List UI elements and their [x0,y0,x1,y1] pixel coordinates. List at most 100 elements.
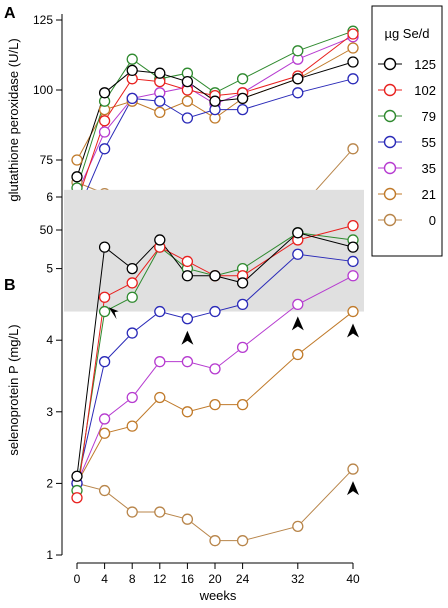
panel-b-point-0 [126,506,138,518]
panel-b-point-102 [181,255,194,268]
panel-a-y-axis-title: glutathione peroxidase (U/L) [6,38,21,201]
legend: µg Se/d 125 102 79 55 35 21 0 [371,5,443,257]
panel-b-arrowhead [347,481,359,496]
legend-label: 55 [422,135,436,150]
panel-b-point-35 [181,356,194,368]
panel-b-point-55 [292,248,304,260]
panel-a-point-55 [126,92,138,105]
panel-b-point-125 [98,241,111,253]
panel-a-y-tick-label: 100 [33,83,53,97]
panel-a-point-55 [236,103,249,116]
panel-a-y-tick-label: 50 [40,223,54,237]
panel-b-x-tick-label: 8 [129,572,136,586]
panel-b-point-35 [236,341,249,354]
panel-b-y-axis-title: selenoprotein P (mg/L) [6,324,21,455]
panel-a-point-125 [347,56,359,68]
panel-a-point-21 [181,95,194,107]
panel-b-point-35 [292,298,304,311]
panel-b-y-tick-label: 4 [46,333,53,347]
legend-swatch-marker [383,57,397,71]
panel-a-point-125 [181,75,194,88]
panel-b-y-tick-label: 1 [46,548,53,562]
panel-b-point-125 [236,277,249,289]
panel-a-point-125 [236,92,249,105]
panel-b-x-axis-title: weeks [199,588,237,603]
panel-b-arrowhead [347,323,359,338]
panel-b-point-0 [347,463,359,475]
panel-b-x-tick-label: 20 [208,572,222,586]
panel-b-point-55 [209,305,221,318]
panel-b-point-0 [98,484,111,497]
panel-b-point-0 [236,535,249,547]
panel-b-point-21 [347,305,359,318]
panel-b-point-0 [292,520,304,533]
panel-a-point-21 [71,154,83,166]
panel-b-point-21 [126,420,138,432]
panel-b-point-79 [98,305,111,318]
panel-a-point-0 [347,143,359,155]
panel-a-point-125 [71,171,83,183]
panel-b-point-21 [236,398,249,411]
panel-b-y-tick-label: 3 [46,405,53,419]
panel-a-point-125 [209,95,221,107]
legend-swatch-marker [383,83,397,97]
panel-b-point-21 [209,398,221,411]
panel-b-series-line-21 [76,311,354,484]
legend-label: 102 [414,83,436,98]
panel-b-letter: B [4,277,16,294]
panel-b-point-35 [154,356,166,368]
panel-b-point-35 [347,270,359,282]
panel-b-x-tick-label: 4 [101,572,108,586]
panel-a-point-79 [126,53,138,65]
panel-b-y-tick-label: 6 [46,190,53,204]
panel-b-point-125 [209,270,221,282]
panel-a-point-55 [154,95,166,107]
panel-b-point-55 [236,298,249,311]
panel-b-x-tick-label: 40 [346,572,360,586]
panel-b-point-102 [71,492,83,504]
panel-a-letter: A [4,5,16,22]
panel-a-y-tick-label: 125 [33,13,53,27]
panel-b-point-21 [154,391,166,404]
panel-a-point-125 [126,64,138,77]
legend-swatch-marker [383,187,397,201]
legend-label: 35 [422,161,436,176]
panel-b-x-tick-label: 32 [291,572,305,586]
panel-b-point-55 [181,313,194,325]
panel-a-point-21 [347,42,359,54]
panel-a-point-79 [236,73,249,85]
panel-a-y-tick-label: 75 [40,153,54,167]
panel-b-point-102 [98,291,111,303]
panel-a-point-55 [98,143,111,155]
legend-title: µg Se/d [384,26,429,41]
panel-b-point-0 [181,513,194,525]
panel-b-point-35 [98,413,111,425]
panel-a-point-125 [292,73,304,85]
panel-b-point-102 [347,219,359,232]
panel-b-arrowhead [108,307,119,320]
panel-b-x-tick-label: 16 [181,572,195,586]
panel-b-y-tick-label: 2 [46,476,53,490]
panel-b-point-125 [181,270,194,282]
panel-a-point-125 [98,87,111,99]
panel-b-arrowhead [291,316,304,331]
legend-label: 21 [422,187,436,202]
legend-label: 0 [429,213,436,228]
panel-b-point-55 [154,305,166,318]
panel-b-point-102 [126,277,138,289]
panel-b-point-35 [126,391,138,404]
panel-a-point-55 [181,112,194,124]
panel-b-point-21 [292,348,304,361]
panel-b-point-55 [98,356,111,368]
panel-b-x-tick-label: 12 [153,572,167,586]
panel-a-point-21 [154,106,166,119]
panel-b-series-line-0 [76,468,354,542]
panel-b-point-21 [181,406,194,418]
panel-b-point-125 [71,470,83,482]
legend-swatch-marker [383,213,397,227]
panel-a-point-55 [292,87,304,99]
panel-b-point-55 [126,327,138,339]
legend-label: 79 [422,109,436,124]
panel-b-point-35 [209,363,221,375]
